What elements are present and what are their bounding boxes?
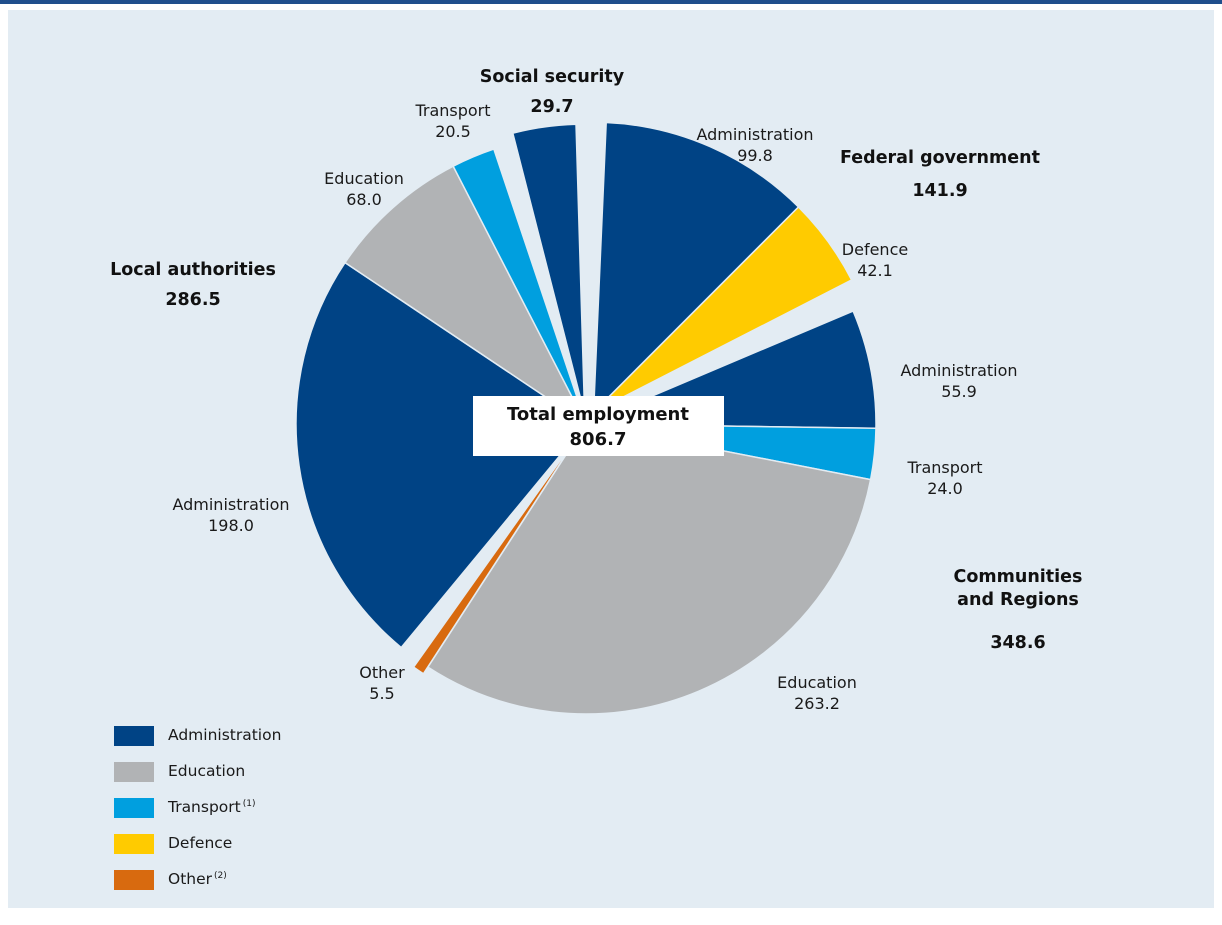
pie-slice-education — [426, 423, 872, 715]
legend-label: Transport — [168, 798, 241, 816]
slice-label: Transport — [906, 458, 982, 477]
total-value: 806.7 — [570, 429, 627, 450]
legend-note: (1) — [242, 799, 256, 809]
slice-label: Defence — [842, 240, 908, 259]
group-name: and Regions — [957, 590, 1079, 610]
legend-label: Administration — [168, 726, 282, 744]
group-name: Social security — [480, 67, 625, 87]
slice-label: Other — [359, 663, 405, 682]
group-value: 29.7 — [530, 97, 573, 117]
slice-label: Education — [324, 169, 404, 188]
slice-value: 198.0 — [208, 516, 254, 535]
slice-value: 24.0 — [927, 479, 963, 498]
legend-note: (2) — [214, 871, 227, 881]
group-value: 286.5 — [165, 290, 220, 310]
pie-slice-education — [344, 165, 587, 425]
slice-label: Education — [777, 673, 857, 692]
slice-value: 5.5 — [369, 684, 394, 703]
pie-slice-defence — [593, 205, 853, 413]
slice-value: 68.0 — [346, 190, 382, 209]
total-box — [473, 396, 724, 456]
legend-label: Education — [168, 762, 246, 780]
legend-label: Defence — [168, 834, 233, 852]
slice-label: Administration — [172, 495, 289, 514]
group-name: Communities — [954, 567, 1083, 587]
legend-swatch-administration — [114, 726, 154, 746]
slice-label: Administration — [900, 361, 1017, 380]
pie-slice-transport — [452, 148, 587, 425]
legend-swatch-education — [114, 762, 154, 782]
group-value: 141.9 — [912, 181, 967, 201]
pie-slice-other — [412, 430, 583, 675]
total-label: Total employment — [507, 404, 689, 425]
legend-swatch-other — [114, 870, 154, 890]
slice-value: 263.2 — [794, 694, 840, 713]
group-name: Local authorities — [110, 260, 276, 280]
legend-swatch-transport — [114, 798, 154, 818]
slice-label: Transport — [414, 101, 490, 120]
pie-slice-administration — [295, 261, 588, 649]
legend-label: Other — [168, 870, 213, 888]
slice-value: 55.9 — [941, 382, 977, 401]
slice-value: 99.8 — [737, 146, 773, 165]
pie-slice-administration — [511, 123, 586, 415]
slice-value: 42.1 — [857, 261, 893, 280]
slice-value: 20.5 — [435, 122, 471, 141]
top-rule — [0, 0, 1222, 4]
slice-label: Administration — [696, 125, 813, 144]
pie-slice-administration — [592, 121, 800, 415]
group-value: 348.6 — [990, 633, 1045, 653]
legend-swatch-defence — [114, 834, 154, 854]
group-name: Federal government — [840, 148, 1040, 168]
